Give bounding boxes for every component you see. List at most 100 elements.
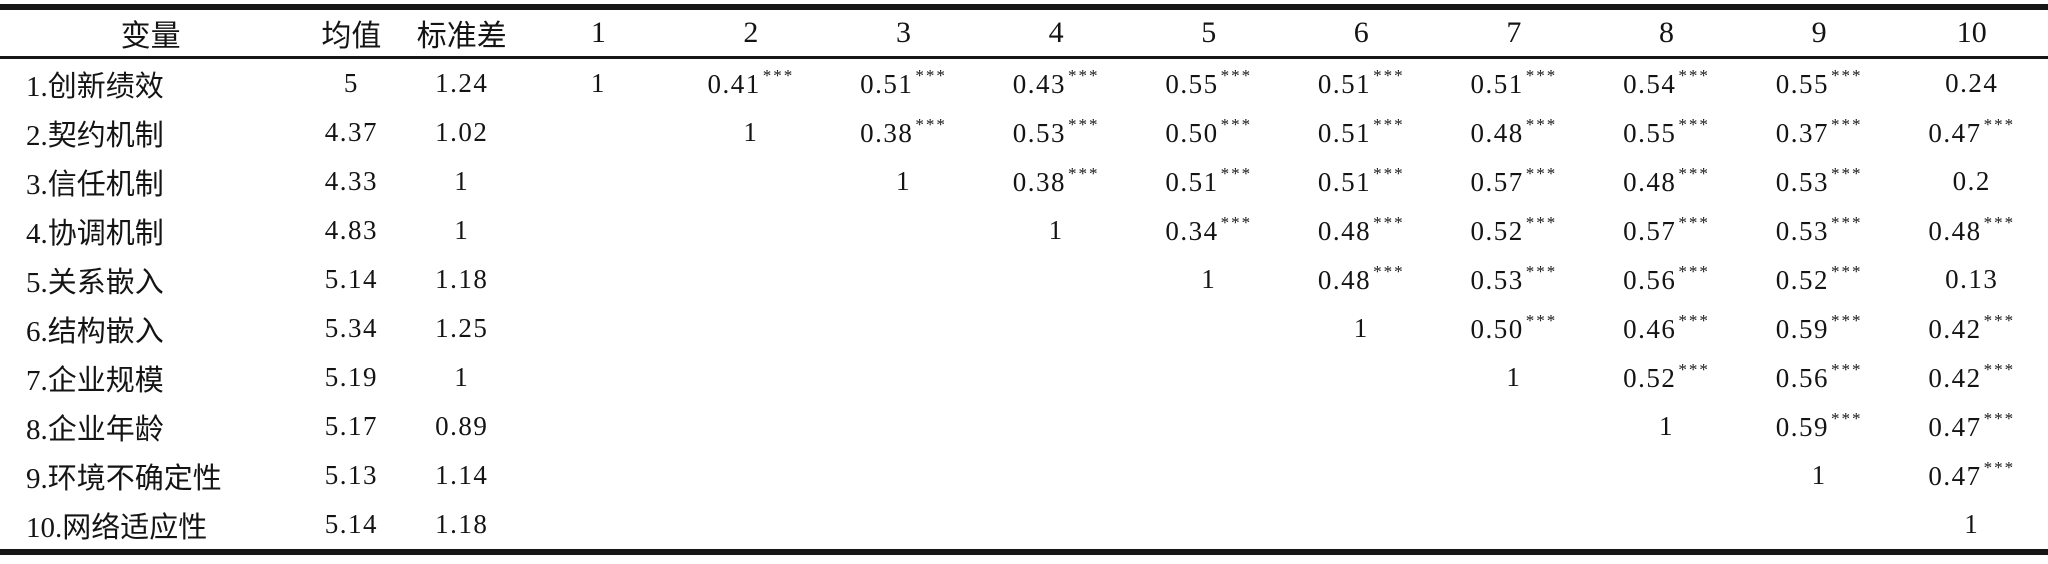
table-row: 9.环境不确定性 5.13 1.14 1 0.47 *** bbox=[0, 451, 2048, 500]
corr-cell bbox=[522, 353, 675, 402]
mean-value: 5.14 bbox=[324, 264, 378, 294]
significance-stars: *** bbox=[1830, 359, 1863, 379]
corr-value: 1 bbox=[1201, 264, 1217, 294]
header-col-4: 4 bbox=[1048, 16, 1064, 49]
significance-stars: *** bbox=[1983, 310, 2016, 330]
header-variable: 变量 bbox=[120, 20, 181, 53]
corr-cell bbox=[1132, 304, 1285, 353]
corr-value: 0.53 bbox=[1775, 166, 1829, 197]
variable-name: 10.网络适应性 bbox=[26, 511, 208, 544]
header-col-7: 7 bbox=[1506, 16, 1522, 49]
sd-value: 1.02 bbox=[435, 117, 489, 147]
corr-cell: 1 bbox=[522, 58, 675, 109]
corr-cell: 0.48 *** bbox=[1438, 108, 1591, 157]
corr-value: 0.2 bbox=[1952, 166, 1991, 196]
corr-value: 0.52 bbox=[1623, 362, 1677, 393]
corr-cell: 0.52 *** bbox=[1590, 353, 1743, 402]
corr-cell: 0.42 *** bbox=[1895, 353, 2048, 402]
corr-value: 0.48 bbox=[1317, 264, 1372, 295]
corr-value: 1 bbox=[1658, 411, 1674, 441]
significance-stars: *** bbox=[1525, 310, 1558, 330]
corr-cell: 1 bbox=[1438, 353, 1591, 402]
variable-name: 7.企业规模 bbox=[26, 364, 164, 397]
header-col-5: 5 bbox=[1201, 16, 1217, 49]
corr-value: 0.38 bbox=[860, 117, 914, 148]
sd-value: 1 bbox=[454, 362, 470, 392]
corr-cell bbox=[1285, 402, 1438, 451]
corr-cell: 0.59 *** bbox=[1743, 304, 1896, 353]
corr-cell bbox=[1438, 500, 1591, 552]
corr-cell: 0.48 *** bbox=[1590, 157, 1743, 206]
corr-cell: 0.48 *** bbox=[1285, 255, 1438, 304]
corr-cell: 0.50 *** bbox=[1132, 108, 1285, 157]
variable-name: 6.结构嵌入 bbox=[26, 315, 164, 348]
corr-cell: 1 bbox=[1590, 402, 1743, 451]
corr-value: 0.48 bbox=[1317, 215, 1372, 246]
significance-stars: *** bbox=[915, 65, 947, 85]
corr-value: 1 bbox=[590, 68, 606, 98]
corr-cell bbox=[1132, 451, 1285, 500]
corr-cell: 0.55 *** bbox=[1743, 58, 1896, 109]
significance-stars: *** bbox=[1220, 163, 1253, 183]
corr-cell: 0.24 bbox=[1895, 58, 2048, 109]
header-col-1: 1 bbox=[590, 16, 606, 49]
significance-stars: *** bbox=[1983, 457, 2016, 477]
variable-name: 9.环境不确定性 bbox=[26, 462, 222, 495]
corr-value: 0.38 bbox=[1012, 166, 1066, 197]
corr-cell: 0.38 *** bbox=[827, 108, 980, 157]
corr-cell: 1 bbox=[1743, 451, 1896, 500]
corr-cell: 0.53 *** bbox=[980, 108, 1133, 157]
corr-value: 1 bbox=[1964, 509, 1980, 539]
corr-cell bbox=[1285, 500, 1438, 552]
corr-value: 0.43 bbox=[1012, 68, 1066, 99]
significance-stars: *** bbox=[1678, 65, 1710, 85]
variable-name: 3.信任机制 bbox=[26, 168, 164, 201]
corr-value: 0.52 bbox=[1470, 215, 1524, 246]
table-row: 8.企业年龄 5.17 0.89 1 0.59 *** 0.47 *** bbox=[0, 402, 2048, 451]
significance-stars: *** bbox=[1830, 310, 1863, 330]
mean-value: 5.14 bbox=[324, 509, 378, 539]
significance-stars: *** bbox=[915, 114, 947, 134]
corr-cell: 1 bbox=[1132, 255, 1285, 304]
corr-cell: 0.56 *** bbox=[1590, 255, 1743, 304]
significance-stars: *** bbox=[1983, 408, 2016, 428]
mean-value: 5 bbox=[343, 68, 359, 98]
corr-cell bbox=[1590, 500, 1743, 552]
significance-stars: *** bbox=[1830, 65, 1863, 85]
significance-stars: *** bbox=[1830, 408, 1863, 428]
significance-stars: *** bbox=[1525, 114, 1558, 134]
significance-stars: *** bbox=[1678, 212, 1710, 232]
mean-value: 4.37 bbox=[324, 117, 378, 147]
corr-cell bbox=[1438, 451, 1591, 500]
variable-name: 2.契约机制 bbox=[26, 119, 164, 152]
header-col-2: 2 bbox=[743, 16, 759, 49]
variable-name: 8.企业年龄 bbox=[26, 413, 164, 446]
table-row: 5.关系嵌入 5.14 1.18 1 0.48 *** 0.53 *** 0.56 *** 0.52… bbox=[0, 255, 2048, 304]
corr-cell: 0.37 *** bbox=[1743, 108, 1896, 157]
corr-cell bbox=[827, 402, 980, 451]
corr-cell: 0.54 *** bbox=[1590, 58, 1743, 109]
corr-cell bbox=[827, 500, 980, 552]
corr-value: 0.51 bbox=[1470, 68, 1524, 99]
corr-cell: 0.48 *** bbox=[1285, 206, 1438, 255]
corr-value: 0.59 bbox=[1775, 313, 1829, 344]
corr-value: 0.48 bbox=[1928, 215, 1982, 246]
corr-cell: 0.57 *** bbox=[1590, 206, 1743, 255]
variable-name: 4.协调机制 bbox=[26, 217, 164, 250]
significance-stars: *** bbox=[1373, 114, 1405, 134]
sd-value: 1 bbox=[454, 166, 470, 196]
corr-cell: 0.38 *** bbox=[980, 157, 1133, 206]
corr-cell: 0.47 *** bbox=[1895, 451, 2048, 500]
corr-value: 0.50 bbox=[1470, 313, 1524, 344]
corr-cell bbox=[827, 304, 980, 353]
corr-cell: 0.53 *** bbox=[1743, 206, 1896, 255]
corr-value: 1 bbox=[1048, 215, 1064, 245]
corr-value: 0.51 bbox=[860, 68, 914, 99]
significance-stars: *** bbox=[1830, 212, 1863, 232]
corr-cell: 1 bbox=[827, 157, 980, 206]
significance-stars: *** bbox=[1830, 261, 1863, 281]
corr-cell bbox=[675, 304, 828, 353]
corr-cell: 0.53 *** bbox=[1743, 157, 1896, 206]
corr-cell: 0.56 *** bbox=[1743, 353, 1896, 402]
corr-cell: 0.47 *** bbox=[1895, 402, 2048, 451]
